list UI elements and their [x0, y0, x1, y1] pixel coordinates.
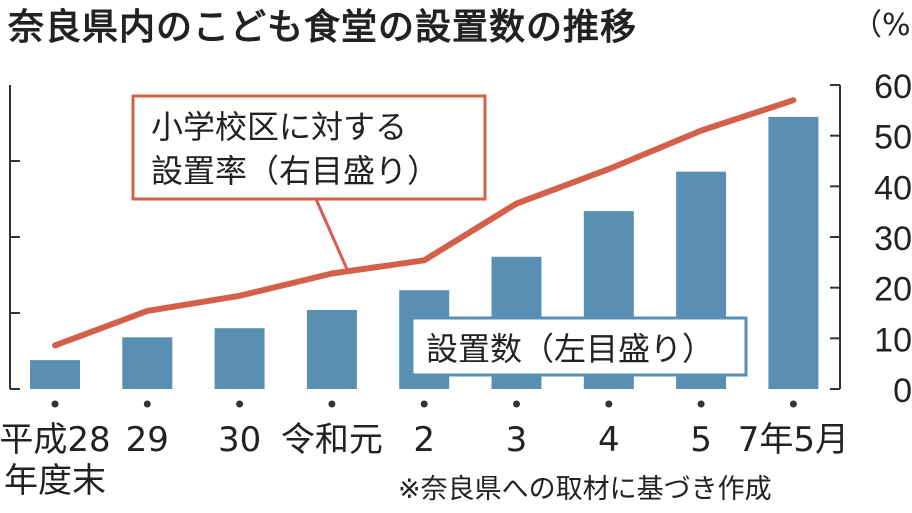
x-tick-label: 3 — [506, 420, 528, 460]
x-tick-label: 5 — [690, 420, 712, 460]
x-tick-label: 7年5月 — [738, 420, 849, 460]
x-tick-dot — [328, 400, 336, 408]
right-axis-unit: （%） — [852, 8, 912, 43]
x-tick-dot — [51, 400, 59, 408]
x-tick-dot — [697, 400, 705, 408]
line-series — [52, 97, 797, 349]
bar — [122, 337, 173, 389]
source-note: ※奈良県への取材に基づき作成 — [398, 474, 772, 505]
right-axis-tick-label: 50 — [874, 119, 912, 157]
bar — [214, 328, 265, 389]
bar-callout-box — [410, 316, 748, 377]
bar-callout-label: 設置数（左目盛り） — [426, 330, 714, 368]
right-axis-tick-label: 10 — [874, 321, 912, 359]
right-axis-tick-label: 60 — [874, 68, 912, 106]
x-tick-label: 平成28 年度末 — [0, 420, 111, 501]
x-tick-dot — [143, 400, 151, 408]
bar — [30, 360, 80, 389]
right-axis-tick-label: 20 — [874, 271, 912, 309]
x-tick-dot — [420, 400, 428, 408]
x-tick-label: 令和元 — [281, 420, 383, 460]
x-tick-label: 29 — [126, 420, 169, 460]
bar — [768, 116, 819, 390]
x-tick-label: 30 — [218, 420, 261, 460]
x-tick-dot — [236, 400, 244, 408]
right-axis-tick-label: 40 — [874, 169, 912, 207]
x-tick-dot — [513, 400, 520, 408]
x-tick-dot — [789, 400, 797, 408]
x-tick-label: 2 — [413, 420, 435, 460]
right-axis-tick-label: 0 — [893, 372, 912, 410]
x-tick-dot — [605, 400, 613, 408]
right-axis-tick-label: 30 — [874, 220, 912, 258]
line-callout-label: 小学校区に対する設置率（右目盛り） — [151, 108, 439, 190]
bar — [306, 309, 357, 389]
line-callout-leader — [314, 198, 350, 273]
line-callout-box — [131, 94, 487, 201]
chart-title: 奈良県内のこども食堂の設置数の推移 — [8, 7, 638, 48]
x-tick-label: 4 — [598, 420, 620, 460]
